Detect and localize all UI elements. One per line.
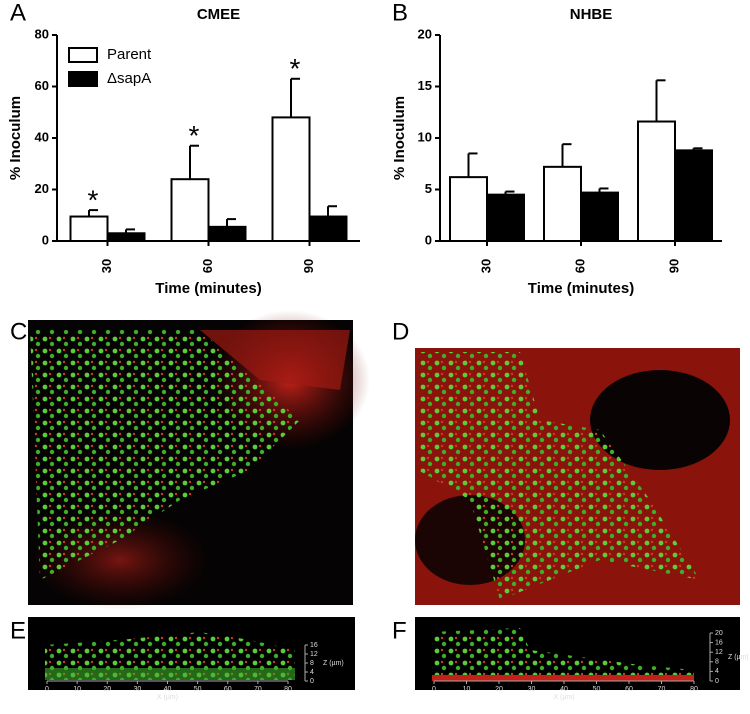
scale-x-label: 0: [45, 686, 49, 693]
bar: [674, 149, 713, 242]
legend-label: ΔsapA: [107, 70, 151, 87]
bar: [106, 232, 146, 242]
x-tick-label: 30: [99, 259, 114, 273]
significance-marker: *: [189, 120, 200, 151]
bar: [486, 193, 525, 242]
legend-swatch: [68, 47, 98, 63]
chart-title: CMEE: [197, 6, 240, 23]
bar: [271, 116, 311, 242]
scale-x-label: 30: [528, 686, 536, 693]
bar: [308, 215, 348, 243]
scale-x-label: 70: [658, 686, 666, 693]
scale-x-label: 50: [194, 686, 202, 693]
scale-x-label: 40: [164, 686, 172, 693]
side-view-f: [415, 617, 740, 690]
scale-x-label: 80: [690, 686, 698, 693]
panel-label: C: [10, 318, 27, 345]
y-axis-label: % Inoculum: [391, 96, 408, 180]
scale-z-label: 16: [715, 639, 723, 646]
scale-z-label: 12: [310, 651, 318, 658]
scale-x-label: 80: [284, 686, 292, 693]
y-tick-label: 60: [35, 78, 49, 93]
x-axis-label: Time (minutes): [528, 280, 634, 297]
scale-z-label: 0: [310, 678, 314, 685]
scale-z-label: 16: [310, 642, 318, 649]
x-tick-label: 90: [301, 259, 316, 273]
y-tick-label: 10: [418, 129, 432, 144]
scale-x-label: 60: [224, 686, 232, 693]
y-tick-label: 0: [425, 232, 432, 247]
bar: [69, 215, 109, 243]
bar: [637, 120, 676, 242]
micrograph-d: [415, 348, 740, 605]
scale-x-label: 20: [495, 686, 503, 693]
scale-z-label: 12: [715, 649, 723, 656]
panel-label: B: [392, 0, 408, 26]
y-tick-label: 5: [425, 181, 432, 196]
bar: [170, 178, 210, 242]
chart-title: NHBE: [570, 6, 613, 23]
y-tick-label: 80: [35, 26, 49, 41]
x-tick-label: 30: [478, 259, 493, 273]
scale-z-label: 4: [715, 668, 719, 675]
y-tick-label: 15: [418, 78, 432, 93]
significance-marker: *: [290, 53, 301, 84]
x-tick-label: 60: [572, 259, 587, 273]
bar: [543, 165, 582, 242]
y-tick-label: 20: [35, 181, 49, 196]
bar: [580, 191, 619, 242]
scale-x-title: X (µm): [157, 694, 178, 701]
scale-x-label: 10: [463, 686, 471, 693]
panel-label: F: [392, 617, 407, 644]
legend-swatch: [68, 71, 98, 87]
micrograph-c: [28, 310, 370, 610]
scale-x-label: 20: [103, 686, 111, 693]
scale-x-label: 40: [560, 686, 568, 693]
y-tick-label: 20: [418, 26, 432, 41]
scale-z-label: 20: [715, 630, 723, 637]
x-axis-label: Time (minutes): [155, 280, 261, 297]
legend-label: Parent: [107, 46, 152, 63]
scale-z-title: Z (µm): [323, 660, 344, 667]
scale-z-title: Z (µm): [728, 654, 749, 661]
scale-x-label: 10: [73, 686, 81, 693]
scale-x-label: 50: [593, 686, 601, 693]
panel-label: A: [10, 0, 26, 26]
scale-x-label: 60: [625, 686, 633, 693]
bar: [449, 176, 488, 242]
significance-marker: *: [88, 184, 99, 215]
x-tick-label: 90: [666, 259, 681, 273]
scale-x-label: 70: [254, 686, 262, 693]
scale-z-label: 0: [715, 678, 719, 685]
y-axis-label: % Inoculum: [7, 96, 24, 180]
y-tick-label: 0: [42, 232, 49, 247]
scale-z-label: 8: [310, 660, 314, 667]
scale-x-label: 0: [432, 686, 436, 693]
panel-label: E: [10, 617, 26, 644]
scale-x-title: X (µm): [553, 694, 574, 701]
scale-z-label: 8: [715, 659, 719, 666]
bar: [207, 225, 247, 242]
y-tick-label: 40: [35, 129, 49, 144]
scale-z-label: 4: [310, 669, 314, 676]
scale-x-label: 30: [133, 686, 141, 693]
side-view-e: [28, 617, 355, 690]
x-tick-label: 60: [200, 259, 215, 273]
panel-label: D: [392, 318, 409, 345]
